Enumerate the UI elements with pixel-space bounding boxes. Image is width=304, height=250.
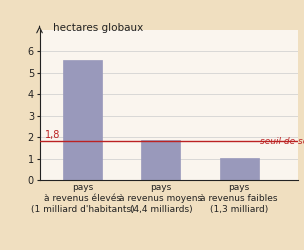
Bar [63, 60, 102, 180]
Bar [219, 158, 259, 180]
Text: 1,8: 1,8 [45, 130, 60, 140]
Bar [141, 140, 181, 180]
Text: seuil de soutenabilité —: seuil de soutenabilité — [260, 137, 304, 146]
Text: hectares globaux: hectares globaux [53, 23, 143, 33]
